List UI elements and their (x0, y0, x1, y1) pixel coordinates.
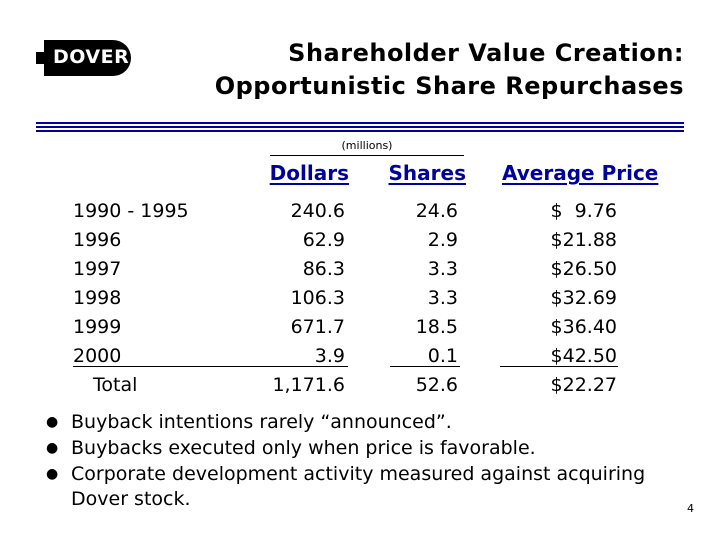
row-shares: 18.5 (415, 316, 458, 338)
row-label: 1999 (73, 316, 122, 338)
row-shares: 3.3 (427, 258, 458, 280)
total-label: Total (93, 374, 138, 396)
bullet-dot-icon: ● (46, 414, 59, 430)
row-label: 2000 (73, 345, 122, 367)
row-dollars: 671.7 (290, 316, 345, 338)
slide-title: Shareholder Value Creation: Opportunisti… (215, 37, 684, 103)
row-price: $ 9.76 (550, 200, 617, 222)
table-row: 2000 3.9 0.1 $42.50 (0, 344, 720, 373)
total-shares: 52.6 (415, 374, 458, 396)
title-rule-1 (36, 122, 684, 124)
table-row: 1997 86.3 3.3 $26.50 (0, 257, 720, 286)
bullet-text: Buybacks executed only when price is fav… (71, 437, 536, 459)
bullet-list: ● Buyback intentions rarely “announced”.… (46, 410, 666, 513)
table-row: 1990 - 1995 240.6 24.6 $ 9.76 (0, 199, 720, 228)
row-dollars: 62.9 (302, 229, 345, 251)
row-dollars: 106.3 (290, 287, 345, 309)
total-rule-left (73, 366, 348, 367)
table-row: 1998 106.3 3.3 $32.69 (0, 286, 720, 315)
total-row: Total 1,171.6 52.6 $22.27 (0, 373, 720, 402)
row-label: 1997 (73, 258, 122, 280)
row-shares: 3.3 (427, 287, 458, 309)
bullet-item: ● Buybacks executed only when price is f… (46, 436, 666, 461)
row-dollars: 240.6 (290, 200, 345, 222)
total-price: $22.27 (550, 374, 617, 396)
bullet-text: Corporate development activity measured … (71, 463, 646, 510)
row-dollars: 86.3 (302, 258, 345, 280)
header-dollars: Dollars (269, 161, 349, 185)
title-rule-2 (36, 126, 684, 128)
total-rule-shares (390, 366, 460, 367)
table-row: 1996 62.9 2.9 $21.88 (0, 228, 720, 257)
row-label: 1998 (73, 287, 122, 309)
row-shares: 0.1 (427, 345, 458, 367)
header-average-price: Average Price (502, 161, 659, 185)
row-dollars: 3.9 (314, 345, 345, 367)
bullet-item: ● Corporate development activity measure… (46, 462, 666, 512)
row-price: $42.50 (550, 345, 617, 367)
header-shares: Shares (388, 161, 466, 185)
unit-note: (millions) (341, 139, 393, 152)
bullet-item: ● Buyback intentions rarely “announced”. (46, 410, 666, 435)
row-price: $36.40 (550, 316, 617, 338)
row-label: 1996 (73, 229, 122, 251)
bullet-text: Buyback intentions rarely “announced”. (71, 411, 452, 433)
table-row: 1999 671.7 18.5 $36.40 (0, 315, 720, 344)
logo-tab-shape (36, 52, 46, 64)
row-price: $32.69 (550, 287, 617, 309)
total-rule-price (500, 366, 618, 367)
row-price: $21.88 (550, 229, 617, 251)
dover-logo: DOVER (36, 40, 131, 76)
slide-title-line-2: Opportunistic Share Repurchases (214, 72, 684, 100)
slide-title-line-1: Shareholder Value Creation: (288, 39, 684, 67)
logo-badge (44, 40, 131, 76)
bullet-dot-icon: ● (46, 440, 59, 456)
row-shares: 2.9 (427, 229, 458, 251)
page-number: 4 (687, 502, 694, 515)
total-dollars: 1,171.6 (272, 374, 345, 396)
row-shares: 24.6 (415, 200, 458, 222)
unit-note-rule (270, 155, 464, 156)
title-rule-3 (36, 130, 684, 132)
row-price: $26.50 (550, 258, 617, 280)
bullet-dot-icon: ● (46, 466, 59, 482)
row-label: 1990 - 1995 (73, 200, 189, 222)
logo-text: DOVER (53, 46, 130, 68)
